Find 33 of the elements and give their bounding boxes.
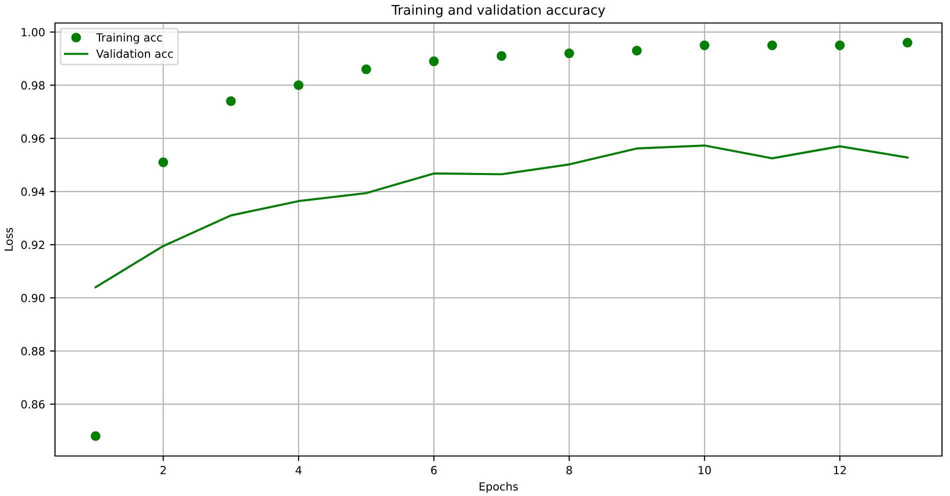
y-tick-label: 0.92 [21, 240, 44, 250]
point [158, 157, 168, 168]
x-tick-label: 12 [834, 466, 846, 474]
y-tick-label: 0.86 [21, 400, 45, 409]
point [226, 96, 236, 106]
point [429, 56, 439, 66]
x-tick-label: 10 [698, 466, 711, 474]
x-axis-title: Epochs [480, 482, 518, 493]
point [834, 40, 845, 50]
legend-label: Validation acc [96, 49, 173, 58]
point [902, 38, 912, 48]
y-tick-label: 0.96 [21, 134, 45, 143]
point [632, 46, 642, 56]
line-series [94, 144, 909, 288]
point [90, 431, 100, 441]
x-tick-label: 8 [566, 466, 572, 474]
point [361, 64, 372, 74]
y-tick-label: 1.00 [22, 28, 45, 36]
point [496, 51, 506, 61]
chart-title: Training and validation accuracy [391, 4, 606, 18]
point [700, 40, 710, 50]
legend-label: Training acc [96, 33, 162, 44]
point [767, 40, 778, 50]
y-axis-title: Loss [4, 228, 13, 251]
y-tick-label: 0.98 [21, 81, 45, 90]
point [564, 48, 574, 58]
point [294, 80, 304, 90]
y-tick-label: 0.88 [21, 346, 45, 356]
y-tick-label: 0.90 [21, 294, 45, 302]
x-tick-label: 2 [160, 466, 166, 474]
x-tick-label: 4 [296, 466, 302, 474]
x-tick-label: 6 [431, 466, 437, 474]
y-tick-label: 0.94 [21, 187, 45, 196]
